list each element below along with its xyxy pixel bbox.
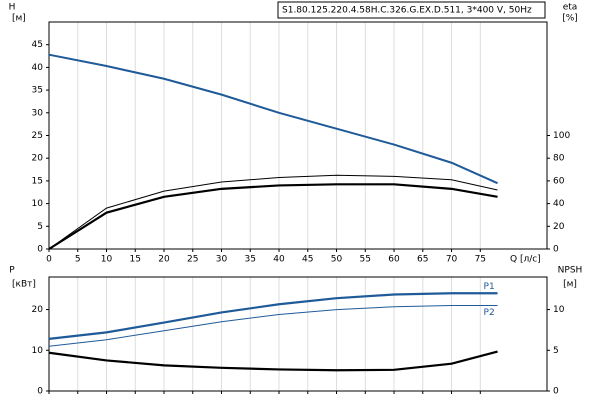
x-tick-label: 10 <box>101 255 113 265</box>
title-box <box>277 1 546 19</box>
series-line <box>48 183 498 250</box>
y2-tick-label: 40 <box>553 199 565 209</box>
y-axis-unit: [кВт] <box>12 280 36 290</box>
y-tick-label: 5 <box>37 222 43 232</box>
y-tick-label: 0 <box>37 245 43 255</box>
y2-tick-label: 80 <box>553 154 565 164</box>
y-tick-label: 10 <box>32 346 44 356</box>
x-tick-label: 70 <box>446 255 458 265</box>
y-tick-label: 20 <box>32 305 44 315</box>
y-axis-label: H <box>9 3 16 13</box>
plot-frame <box>48 276 548 392</box>
y-tick-label: 35 <box>32 86 43 96</box>
x-tick-label: 20 <box>158 255 170 265</box>
x-tick-label: 15 <box>130 255 141 265</box>
x-tick-label: 55 <box>360 255 371 265</box>
y2-axis-label: eta <box>563 3 578 13</box>
y2-tick-label: 0 <box>553 387 559 397</box>
y2-axis-label: NPSH <box>558 266 583 276</box>
y2-axis-unit: [%] <box>562 14 578 24</box>
y-tick-label: 20 <box>32 154 44 164</box>
series-line <box>48 53 498 185</box>
x-tick-label: 40 <box>273 255 285 265</box>
y-axis-label: P <box>9 266 15 276</box>
y2-tick-label: 10 <box>553 305 565 315</box>
y-tick-label: 10 <box>32 199 44 209</box>
y-tick-label: 40 <box>32 63 44 73</box>
y2-tick-label: 60 <box>553 176 565 186</box>
x-axis-label: Q [л/с] <box>510 255 541 265</box>
y2-tick-label: 5 <box>553 346 559 356</box>
x-tick-label: 75 <box>475 255 486 265</box>
y-axis-unit: [м] <box>12 14 26 24</box>
x-tick-label: 35 <box>245 255 256 265</box>
x-tick-label: 0 <box>46 255 52 265</box>
x-tick-label: 60 <box>388 255 400 265</box>
plot-frame <box>48 21 548 250</box>
y2-tick-label: 0 <box>553 245 559 255</box>
y2-axis-unit: [м] <box>563 280 577 290</box>
y2-tick-label: 20 <box>553 222 565 232</box>
y-tick-label: 30 <box>32 108 44 118</box>
x-tick-label: 50 <box>331 255 343 265</box>
series-line <box>48 305 498 347</box>
x-tick-label: 45 <box>302 255 313 265</box>
series-line <box>48 292 498 340</box>
chart-title: S1.80.125.220.4.58H.C.326.G.EX.D.511, 3*… <box>282 6 532 16</box>
x-tick-label: 25 <box>187 255 198 265</box>
x-tick-label: 30 <box>216 255 228 265</box>
series-label: P2 <box>484 308 495 318</box>
y-tick-label: 0 <box>37 387 43 397</box>
x-tick-label: 65 <box>417 255 428 265</box>
x-tick-label: 5 <box>75 255 81 265</box>
y2-tick-label: 100 <box>553 131 570 141</box>
y-tick-label: 25 <box>32 131 43 141</box>
y-tick-label: 15 <box>32 176 43 186</box>
series-line <box>48 174 498 250</box>
series-label: P1 <box>484 282 495 292</box>
y-tick-label: 45 <box>32 40 43 50</box>
series-line <box>48 350 498 372</box>
